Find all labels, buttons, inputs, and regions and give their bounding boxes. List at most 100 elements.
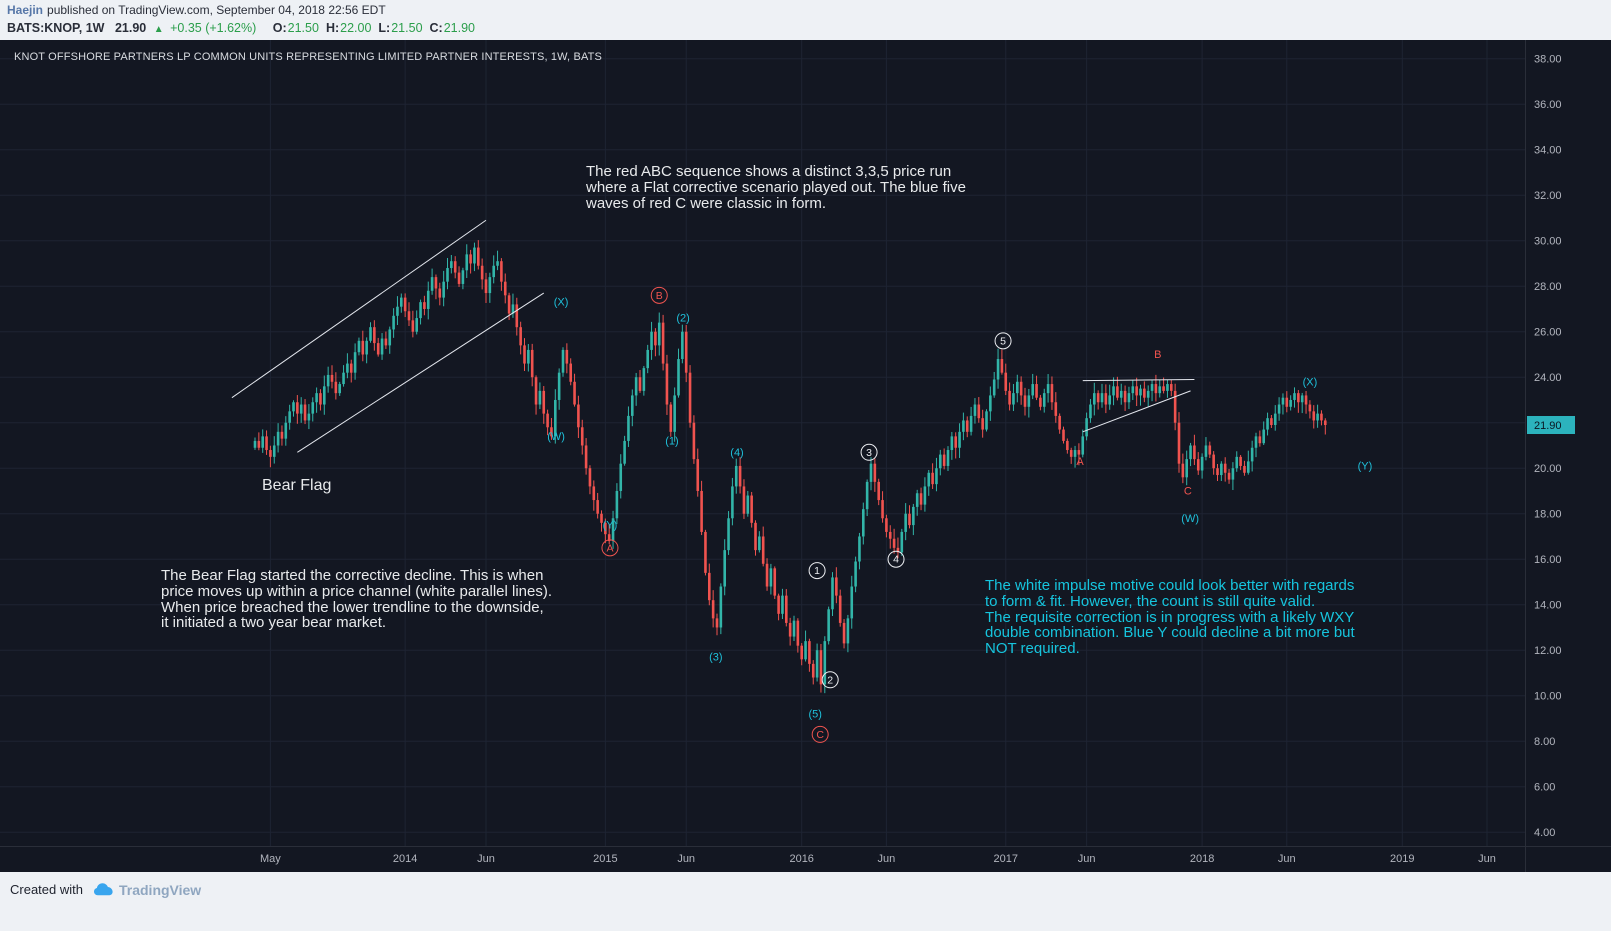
candle-body[interactable] bbox=[962, 420, 965, 432]
candle-body[interactable] bbox=[688, 372, 692, 423]
candle-body[interactable] bbox=[484, 279, 488, 294]
candle-body[interactable] bbox=[946, 450, 950, 466]
candle-body[interactable] bbox=[1012, 393, 1015, 405]
candle-body[interactable] bbox=[734, 465, 738, 487]
candle-body[interactable] bbox=[604, 522, 607, 535]
candle-body[interactable] bbox=[1004, 372, 1008, 391]
candle-body[interactable] bbox=[315, 393, 318, 403]
candle-body[interactable] bbox=[1077, 450, 1081, 455]
candle-body[interactable] bbox=[446, 268, 449, 282]
candle-body[interactable] bbox=[534, 377, 538, 405]
candle-body[interactable] bbox=[1258, 436, 1262, 444]
candle-body[interactable] bbox=[442, 281, 445, 298]
candle-body[interactable] bbox=[507, 295, 511, 314]
candle-body[interactable] bbox=[1216, 468, 1219, 476]
candle-body[interactable] bbox=[361, 340, 365, 355]
candle-body[interactable] bbox=[811, 663, 815, 678]
candle-body[interactable] bbox=[580, 427, 584, 446]
candle-body[interactable] bbox=[284, 422, 288, 439]
candle-body[interactable] bbox=[1316, 413, 1319, 421]
candle-body[interactable] bbox=[469, 254, 472, 264]
candle-body[interactable] bbox=[865, 481, 869, 510]
candle-body[interactable] bbox=[1173, 390, 1177, 423]
candle-body[interactable] bbox=[862, 509, 865, 537]
candle-body[interactable] bbox=[1062, 429, 1065, 441]
author-link[interactable]: Haejin bbox=[7, 3, 44, 17]
wave-label[interactable]: 3 bbox=[866, 447, 872, 459]
candle-body[interactable] bbox=[785, 595, 788, 623]
candle-body[interactable] bbox=[715, 618, 719, 628]
candle-body[interactable] bbox=[453, 261, 457, 273]
candle-body[interactable] bbox=[1212, 454, 1215, 469]
wave-label[interactable]: (2) bbox=[676, 313, 689, 325]
wave-labels-layer[interactable]: (X) B (2) (W) (1) (4) (Y) A 1 2 3 4 5 (3) (5) C A B C (W) (X… bbox=[547, 286, 1373, 743]
candle-body[interactable] bbox=[1181, 463, 1185, 478]
chart-canvas-region[interactable]: KNOT OFFSHORE PARTNERS LP COMMON UNITS R… bbox=[0, 40, 1611, 872]
tradingview-brand-link[interactable]: TradingView bbox=[118, 882, 202, 898]
candle-body[interactable] bbox=[473, 247, 476, 264]
candle-body[interactable] bbox=[815, 650, 819, 678]
candle-body[interactable] bbox=[912, 506, 915, 526]
candle-body[interactable] bbox=[554, 399, 557, 437]
candle-body[interactable] bbox=[488, 277, 492, 294]
bear-flag-lower-trendline[interactable] bbox=[297, 292, 545, 453]
candle-body[interactable] bbox=[900, 531, 904, 553]
candle-body[interactable] bbox=[403, 297, 407, 312]
candle-body[interactable] bbox=[731, 486, 734, 519]
triangle-lower-trendline[interactable] bbox=[1082, 390, 1191, 433]
wave-label[interactable]: (4) bbox=[730, 447, 743, 459]
candle-body[interactable] bbox=[396, 306, 399, 316]
candle-body[interactable] bbox=[419, 302, 422, 319]
candle-body[interactable] bbox=[761, 536, 765, 564]
candle-body[interactable] bbox=[777, 595, 780, 614]
candle-body[interactable] bbox=[1135, 386, 1138, 396]
wave-label[interactable]: (W) bbox=[547, 431, 565, 443]
candle-body[interactable] bbox=[1193, 445, 1196, 460]
candle-body[interactable] bbox=[1220, 463, 1223, 476]
candle-body[interactable] bbox=[265, 436, 268, 451]
candle-body[interactable] bbox=[1247, 461, 1250, 473]
candle-body[interactable] bbox=[1143, 388, 1146, 398]
candle-body[interactable] bbox=[1127, 393, 1131, 403]
candle-body[interactable] bbox=[950, 436, 954, 451]
candle-body[interactable] bbox=[1223, 463, 1227, 473]
candle-body[interactable] bbox=[415, 318, 418, 332]
candle-body[interactable] bbox=[1123, 390, 1127, 403]
candle-body[interactable] bbox=[465, 254, 469, 271]
candle-body[interactable] bbox=[1289, 399, 1292, 407]
candle-body[interactable] bbox=[1320, 413, 1323, 421]
candle-body[interactable] bbox=[1266, 418, 1269, 430]
candle-body[interactable] bbox=[1008, 390, 1011, 405]
candle-body[interactable] bbox=[958, 431, 961, 448]
candle-body[interactable] bbox=[700, 490, 703, 532]
candle-body[interactable] bbox=[592, 486, 596, 501]
candle-body[interactable] bbox=[1250, 447, 1254, 462]
candle-body[interactable] bbox=[885, 518, 888, 532]
candle-body[interactable] bbox=[888, 531, 892, 539]
tradingview-logo-icon[interactable] bbox=[93, 882, 114, 898]
candle-body[interactable] bbox=[538, 390, 542, 405]
candle-body[interactable] bbox=[1050, 384, 1054, 403]
candle-body[interactable] bbox=[311, 402, 315, 414]
candle-body[interactable] bbox=[380, 338, 384, 355]
candle-body[interactable] bbox=[1085, 418, 1088, 437]
candle-body[interactable] bbox=[611, 518, 615, 542]
candle-body[interactable] bbox=[392, 315, 395, 330]
wave-label-circle[interactable] bbox=[821, 671, 839, 689]
candle-body[interactable] bbox=[985, 411, 988, 430]
candle-body[interactable] bbox=[939, 454, 942, 469]
candle-body[interactable] bbox=[565, 349, 569, 364]
candle-body[interactable] bbox=[723, 550, 726, 587]
wave-label[interactable]: B bbox=[1154, 349, 1161, 361]
candles-layer[interactable] bbox=[253, 240, 1327, 694]
candle-body[interactable] bbox=[792, 620, 796, 637]
candle-body[interactable] bbox=[1204, 445, 1208, 457]
candle-body[interactable] bbox=[1262, 429, 1265, 444]
candle-body[interactable] bbox=[684, 331, 688, 373]
candle-body[interactable] bbox=[846, 618, 850, 644]
candle-body[interactable] bbox=[527, 349, 530, 364]
wave-label[interactable]: (Y) bbox=[1358, 460, 1373, 472]
candle-body[interactable] bbox=[769, 568, 773, 587]
candle-body[interactable] bbox=[376, 343, 380, 355]
candle-body[interactable] bbox=[496, 261, 499, 266]
